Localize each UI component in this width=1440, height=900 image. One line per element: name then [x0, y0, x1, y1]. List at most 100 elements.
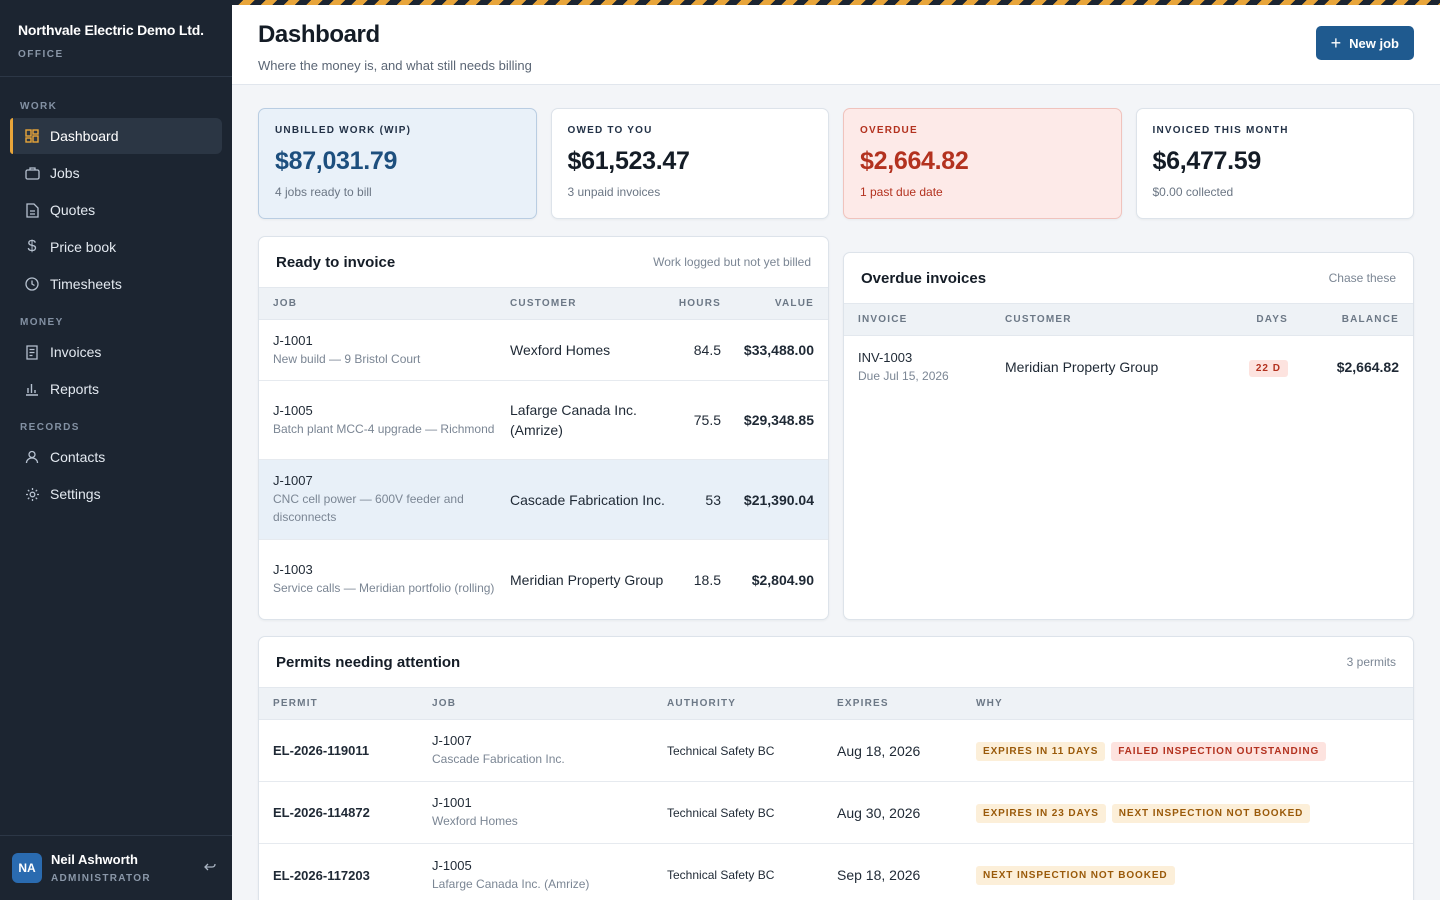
stat-card-owed[interactable]: OWED TO YOU $61,523.47 3 unpaid invoices	[550, 108, 829, 219]
expiry-date: Aug 18, 2026	[837, 742, 921, 759]
card-hint: Chase these	[1328, 271, 1396, 285]
gear-icon	[24, 486, 40, 502]
permit-number: EL-2026-117203	[273, 867, 370, 883]
hours: 75.5	[693, 412, 721, 428]
table-row[interactable]: EL-2026-117203 J-1005 Lafarge Canada Inc…	[259, 844, 1413, 900]
column-header: BALANCE	[1341, 314, 1399, 325]
table-row[interactable]: J-1003 Service calls — Meridian portfoli…	[259, 540, 828, 619]
expiry-date: Aug 30, 2026	[837, 804, 921, 821]
days-overdue-badge: 22 D	[1248, 359, 1288, 377]
authority: Technical Safety BC	[667, 743, 775, 758]
sidebar-item-quotes[interactable]: Quotes	[10, 192, 222, 228]
table-row[interactable]: INV-1003 Due Jul 15, 2026 Meridian Prope…	[844, 336, 1413, 398]
nav-section-work: WORK	[20, 101, 58, 112]
user-name: Neil Ashworth	[51, 852, 138, 867]
job-description: CNC cell power — 600V feeder and disconn…	[273, 492, 464, 524]
status-badge: NEXT INSPECTION NOT BOOKED	[1111, 803, 1311, 823]
column-header: JOB	[273, 298, 298, 309]
authority: Technical Safety BC	[667, 868, 775, 882]
stat-card-overdue[interactable]: OVERDUE $2,664.82 1 past due date	[843, 108, 1122, 219]
column-header: CUSTOMER	[1005, 314, 1072, 325]
stat-card-wip[interactable]: UNBILLED WORK (WIP) $87,031.79 4 jobs re…	[258, 108, 537, 219]
company-subtitle: OFFICE	[18, 49, 64, 60]
sidebar-nav: WORK Dashboard Jobs Quotes $ Price book …	[0, 77, 232, 512]
permit-number: EL-2026-119011	[273, 743, 370, 758]
sidebar-item-contacts[interactable]: Contacts	[10, 439, 222, 475]
ready-to-invoice-card: Ready to invoice Work logged but not yet…	[258, 236, 829, 620]
sidebar-item-invoices[interactable]: Invoices	[10, 334, 222, 370]
hours: 18.5	[693, 571, 721, 588]
job-description: Service calls — Meridian portfolio (roll…	[273, 581, 495, 595]
sidebar-item-jobs[interactable]: Jobs	[10, 155, 222, 191]
stat-note: 4 jobs ready to bill	[275, 185, 372, 199]
customer-name: Meridian Property Group	[510, 571, 664, 588]
user-panel: NA Neil Ashworth ADMINISTRATOR	[0, 835, 232, 900]
card-header: Ready to invoice Work logged but not yet…	[259, 237, 828, 287]
company-name: Northvale Electric Demo Ltd.	[18, 22, 204, 38]
value: $33,488.00	[743, 342, 814, 358]
column-header: WHY	[976, 698, 1003, 709]
hours: 53	[705, 491, 721, 508]
sidebar-item-timesheets[interactable]: Timesheets	[10, 266, 222, 302]
card-hint: Work logged but not yet billed	[653, 255, 811, 269]
table-header: INVOICE CUSTOMER DAYS BALANCE	[844, 303, 1413, 336]
stat-label: OWED TO YOU	[567, 125, 653, 136]
table-row[interactable]: J-1007 CNC cell power — 600V feeder and …	[259, 460, 828, 540]
column-header: JOB	[432, 698, 457, 709]
dollar-icon: $	[27, 238, 37, 255]
table-row[interactable]: J-1001 New build — 9 Bristol Court Wexfo…	[259, 320, 828, 381]
customer-name: Meridian Property Group	[1005, 359, 1159, 375]
sidebar-item-dashboard[interactable]: Dashboard	[10, 118, 222, 154]
expiry-date: Sep 18, 2026	[837, 867, 921, 883]
sidebar-item-label: Timesheets	[50, 276, 122, 292]
table-row[interactable]: EL-2026-119011 J-1007 Cascade Fabricatio…	[259, 720, 1413, 782]
job-description: Batch plant MCC-4 upgrade — Richmond	[273, 421, 495, 436]
customer-name: Cascade Fabrication Inc.	[432, 752, 565, 766]
due-date: Due Jul 15, 2026	[858, 368, 949, 383]
job-id: J-1005	[432, 857, 472, 873]
column-header: HOURS	[678, 298, 721, 309]
table-row[interactable]: J-1005 Batch plant MCC-4 upgrade — Richm…	[259, 381, 828, 460]
stat-value: $61,523.47	[567, 147, 690, 175]
card-title: Ready to invoice	[276, 253, 396, 271]
plus-icon: +	[1330, 33, 1342, 53]
job-description: New build — 9 Bristol Court	[273, 351, 421, 366]
job-id: J-1003	[273, 562, 313, 577]
sidebar-item-label: Invoices	[50, 344, 102, 360]
nav-section-records: RECORDS	[20, 422, 80, 433]
new-job-button[interactable]: + New job	[1315, 26, 1414, 60]
customer-name: Lafarge Canada Inc. (Amrize)	[432, 876, 590, 891]
sidebar-item-settings[interactable]: Settings	[10, 476, 222, 512]
new-job-label: New job	[1349, 35, 1399, 51]
stat-card-invoiced[interactable]: INVOICED THIS MONTH $6,477.59 $0.00 coll…	[1135, 108, 1414, 219]
value: $2,804.90	[751, 571, 814, 588]
table-header: PERMIT JOB AUTHORITY EXPIRES WHY	[259, 687, 1413, 720]
stat-note: $0.00 collected	[1152, 185, 1234, 199]
value: $29,348.85	[743, 412, 814, 428]
nav-section-money: MONEY	[20, 317, 64, 328]
invoice-id: INV-1003	[858, 349, 913, 365]
sidebar-item-label: Price book	[50, 239, 117, 255]
logout-icon[interactable]	[200, 860, 220, 876]
status-badge: EXPIRES IN 23 DAYS	[976, 803, 1106, 823]
column-header: EXPIRES	[837, 698, 889, 709]
value: $21,390.04	[743, 491, 814, 508]
customer-name: Wexford Homes	[432, 814, 518, 828]
stat-label: UNBILLED WORK (WIP)	[275, 125, 412, 136]
brand: Northvale Electric Demo Ltd. OFFICE	[0, 0, 232, 77]
briefcase-icon	[24, 165, 40, 181]
stat-value: $6,477.59	[1152, 147, 1262, 175]
job-id: J-1007	[432, 733, 472, 748]
table-header: JOB CUSTOMER HOURS VALUE	[259, 287, 828, 320]
page-header: Dashboard Where the money is, and what s…	[232, 5, 1440, 85]
table-row[interactable]: EL-2026-114872 J-1001 Wexford Homes Tech…	[259, 782, 1413, 844]
sidebar-item-price-book[interactable]: $ Price book	[10, 229, 222, 265]
document-icon	[24, 202, 40, 218]
person-icon	[24, 449, 40, 465]
column-header: CUSTOMER	[510, 298, 577, 309]
stat-value: $87,031.79	[275, 147, 398, 175]
column-header: DAYS	[1256, 314, 1288, 325]
sidebar-item-label: Reports	[50, 381, 100, 397]
sidebar-item-reports[interactable]: Reports	[10, 371, 222, 407]
grid-icon	[24, 128, 40, 144]
